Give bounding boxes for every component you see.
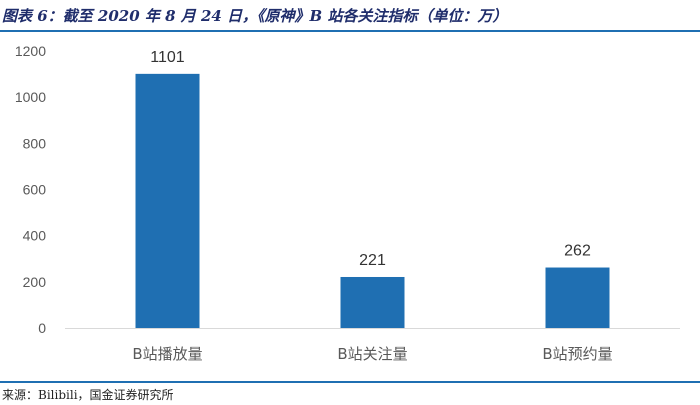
- chart-title: 图表 6：截至 2020 年 8 月 24 日，《原神》B 站各关注指标（单位：…: [2, 7, 508, 25]
- data-labels: 1101 221 262: [150, 49, 591, 269]
- y-tick-label: 400: [23, 228, 47, 244]
- source-note: 来源：Bilibili，国金证券研究所: [2, 388, 174, 402]
- y-tick-label: 600: [23, 182, 47, 198]
- x-axis-category-labels: B站播放量 B站关注量 B站预约量: [132, 345, 612, 363]
- bar-value-label: 262: [564, 243, 591, 260]
- bar-value-label: 221: [359, 252, 386, 269]
- bars: [135, 73, 610, 328]
- y-tick-label: 800: [23, 135, 47, 151]
- bar-1: [340, 276, 405, 328]
- y-tick-label: 1200: [15, 43, 46, 59]
- title-divider: [0, 30, 700, 32]
- chart-header: 图表 6：截至 2020 年 8 月 24 日，《原神》B 站各关注指标（单位：…: [0, 0, 700, 30]
- y-tick-label: 0: [38, 320, 46, 336]
- bar-2: [545, 267, 610, 328]
- x-category-label: B站关注量: [337, 345, 407, 363]
- x-category-label: B站预约量: [542, 345, 612, 363]
- x-category-label: B站播放量: [132, 345, 202, 363]
- bar-value-label: 1101: [150, 49, 185, 66]
- y-tick-label: 1000: [15, 89, 46, 105]
- y-axis-tick-labels: 0 200 400 600 800 1000 1200: [15, 43, 46, 336]
- y-tick-label: 200: [23, 274, 47, 290]
- source-divider: [0, 381, 700, 383]
- bar-0: [135, 73, 200, 328]
